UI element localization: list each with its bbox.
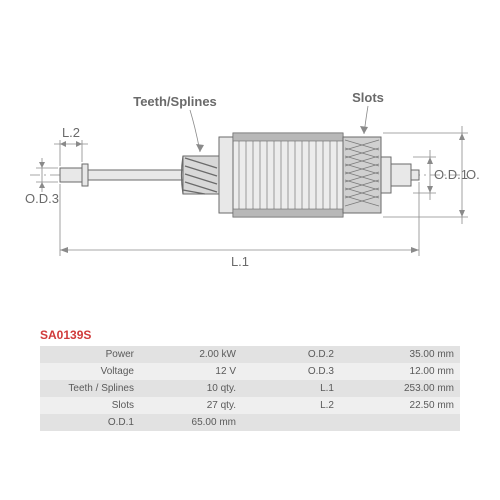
spec-val: 22.50 mm (340, 397, 460, 414)
table-row: Voltage 12 V O.D.3 12.00 mm (40, 363, 460, 380)
spec-key: L.2 (250, 397, 340, 414)
spec-key: Voltage (40, 363, 140, 380)
od1-label: O.D.1 (434, 167, 468, 182)
spec-key: O.D.1 (40, 414, 140, 431)
l2-label: L.2 (62, 125, 80, 140)
table-row: O.D.1 65.00 mm (40, 414, 460, 431)
spec-val: 35.00 mm (340, 346, 460, 363)
spec-val: 65.00 mm (140, 414, 250, 431)
spec-key: O.D.2 (250, 346, 340, 363)
spec-val: 27 qty. (140, 397, 250, 414)
spec-table: Power 2.00 kW O.D.2 35.00 mm Voltage 12 … (40, 346, 460, 431)
table-row: Teeth / Splines 10 qty. L.1 253.00 mm (40, 380, 460, 397)
armature-drawing: Teeth/Splines Slots L.2 O.D.3 L.1 (20, 40, 480, 300)
teeth-splines-part (182, 156, 220, 194)
spec-val (340, 414, 460, 431)
spec-val: 253.00 mm (340, 380, 460, 397)
part-code: SA0139S (40, 328, 91, 342)
teeth-splines-label: Teeth/Splines (133, 94, 217, 109)
table-row: Power 2.00 kW O.D.2 35.00 mm (40, 346, 460, 363)
spec-val: 10 qty. (140, 380, 250, 397)
spec-val: 2.00 kW (140, 346, 250, 363)
spec-val: 12.00 mm (340, 363, 460, 380)
slots-label: Slots (352, 90, 384, 105)
od2-label: O.D.2 (466, 167, 480, 182)
technical-diagram: Teeth/Splines Slots L.2 O.D.3 L.1 (20, 40, 480, 300)
spec-key: L.1 (250, 380, 340, 397)
od3-label: O.D.3 (25, 191, 59, 206)
l1-label: L.1 (231, 254, 249, 269)
armature-body (219, 133, 419, 217)
table-row: Slots 27 qty. L.2 22.50 mm (40, 397, 460, 414)
spec-key: Power (40, 346, 140, 363)
spec-val: 12 V (140, 363, 250, 380)
spec-key: O.D.3 (250, 363, 340, 380)
spec-key (250, 414, 340, 431)
spec-key: Slots (40, 397, 140, 414)
spec-key: Teeth / Splines (40, 380, 140, 397)
